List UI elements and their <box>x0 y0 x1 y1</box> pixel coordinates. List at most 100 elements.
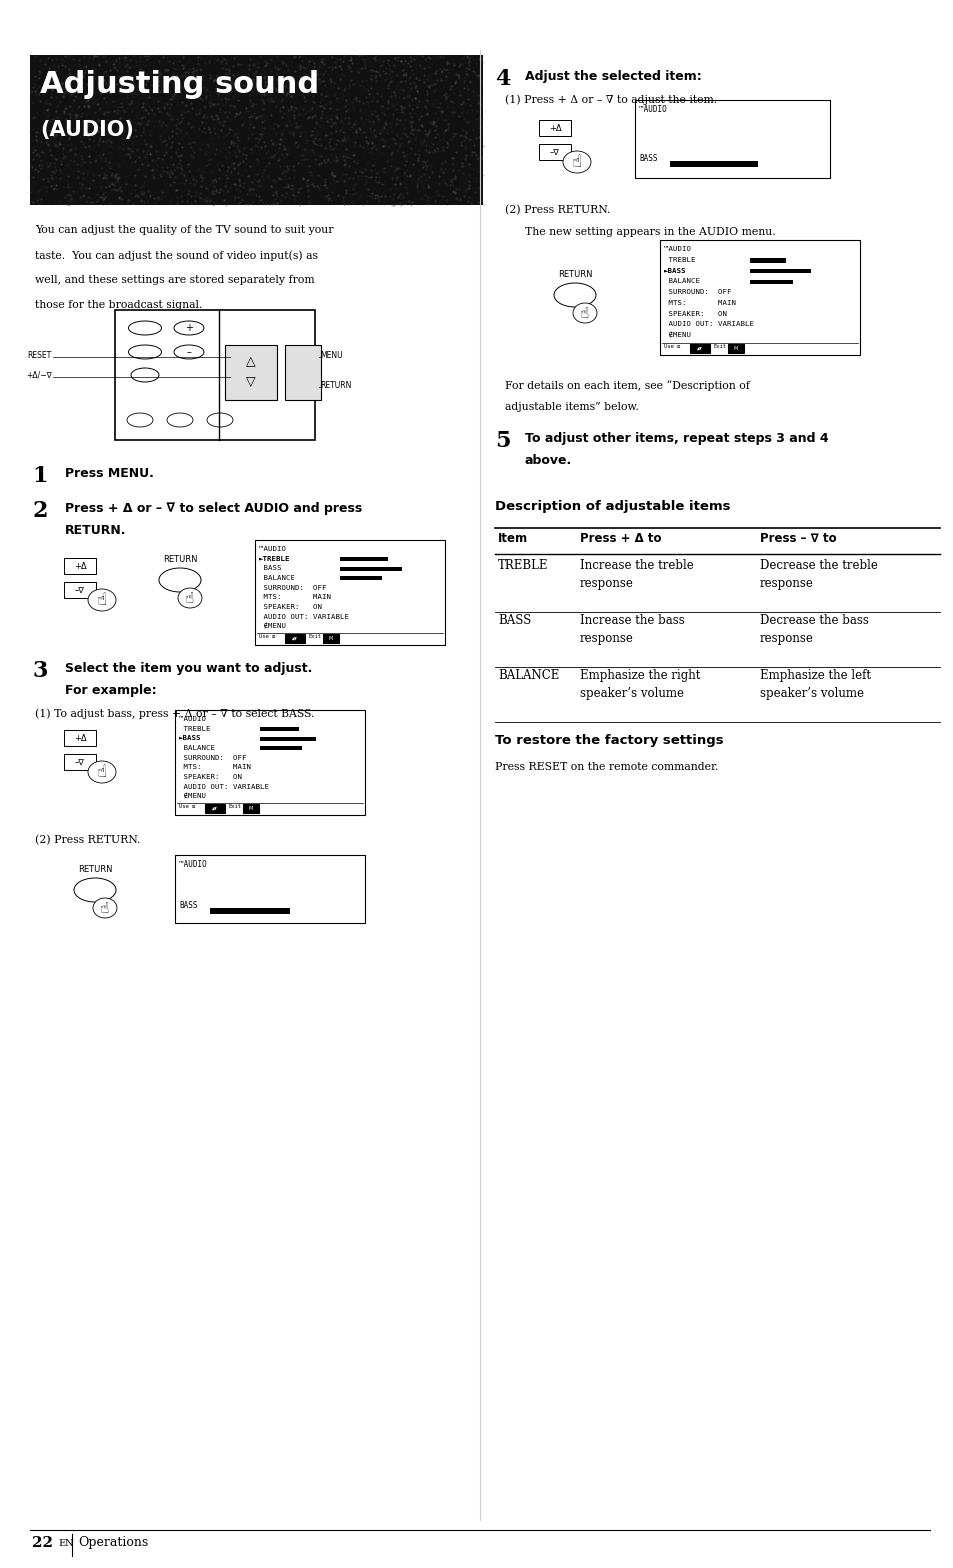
FancyBboxPatch shape <box>659 240 859 354</box>
Text: BASS: BASS <box>179 902 197 909</box>
Text: MTS:       MAIN: MTS: MAIN <box>258 594 331 601</box>
FancyBboxPatch shape <box>174 855 365 924</box>
Text: Decrease the bass: Decrease the bass <box>760 615 868 627</box>
Ellipse shape <box>131 368 159 383</box>
Text: TREBLE: TREBLE <box>179 726 211 732</box>
Text: –: – <box>187 347 192 358</box>
Text: Press RESET on the remote commander.: Press RESET on the remote commander. <box>495 762 718 771</box>
FancyBboxPatch shape <box>285 345 320 400</box>
Text: 5: 5 <box>495 430 510 452</box>
Text: BALANCE: BALANCE <box>179 745 214 751</box>
Ellipse shape <box>88 590 116 612</box>
Text: ►BASS: ►BASS <box>179 735 201 742</box>
Text: response: response <box>760 577 813 590</box>
Ellipse shape <box>562 151 590 172</box>
FancyBboxPatch shape <box>689 343 709 353</box>
Text: +Δ: +Δ <box>73 734 86 743</box>
Text: –∇: –∇ <box>75 585 85 594</box>
Text: Increase the bass: Increase the bass <box>579 615 684 627</box>
Text: Exit: Exit <box>713 343 726 350</box>
Text: +Δ/−∇: +Δ/−∇ <box>27 370 52 379</box>
Bar <box>669 162 758 168</box>
Text: Decrease the treble: Decrease the treble <box>760 560 877 572</box>
FancyBboxPatch shape <box>64 754 96 770</box>
Text: +Δ: +Δ <box>548 124 560 133</box>
Text: RETURN: RETURN <box>77 866 112 873</box>
Text: +Δ: +Δ <box>73 561 86 571</box>
Text: well, and these settings are stored separately from: well, and these settings are stored sepa… <box>35 274 314 285</box>
Ellipse shape <box>74 878 116 902</box>
Text: BALANCE: BALANCE <box>663 279 700 284</box>
FancyBboxPatch shape <box>225 345 276 400</box>
FancyBboxPatch shape <box>115 310 314 441</box>
Text: (2) Press RETURN.: (2) Press RETURN. <box>35 836 140 845</box>
Ellipse shape <box>92 898 117 917</box>
Text: ☝: ☝ <box>97 764 107 781</box>
Text: above.: above. <box>524 455 572 467</box>
Text: M: M <box>329 637 333 641</box>
FancyBboxPatch shape <box>538 144 571 160</box>
Text: response: response <box>579 577 633 590</box>
FancyBboxPatch shape <box>205 804 225 812</box>
Text: Increase the treble: Increase the treble <box>579 560 693 572</box>
Text: Adjusting sound: Adjusting sound <box>40 71 319 99</box>
FancyBboxPatch shape <box>64 582 96 597</box>
Text: response: response <box>760 632 813 644</box>
FancyBboxPatch shape <box>254 539 444 644</box>
Text: 3: 3 <box>32 660 48 682</box>
Text: Emphasize the right: Emphasize the right <box>579 670 700 682</box>
Bar <box>260 737 315 740</box>
Text: RETURN.: RETURN. <box>65 524 127 536</box>
Text: BALANCE: BALANCE <box>497 670 558 682</box>
Text: SPEAKER:   ON: SPEAKER: ON <box>663 310 726 317</box>
Bar <box>210 908 290 914</box>
Text: taste.  You can adjust the sound of video input(s) as: taste. You can adjust the sound of video… <box>35 249 317 260</box>
Text: ∉MENU: ∉MENU <box>258 624 286 630</box>
Text: –∇: –∇ <box>550 147 559 157</box>
Ellipse shape <box>573 303 597 323</box>
Text: ™AUDIO: ™AUDIO <box>179 859 207 869</box>
Ellipse shape <box>129 321 161 336</box>
Text: △: △ <box>246 354 255 368</box>
Text: You can adjust the quality of the TV sound to suit your: You can adjust the quality of the TV sou… <box>35 224 334 235</box>
Text: MTS:       MAIN: MTS: MAIN <box>179 764 251 770</box>
Text: RETURN: RETURN <box>558 270 592 279</box>
Ellipse shape <box>127 412 152 426</box>
Text: AUDIO OUT: VARIABLE: AUDIO OUT: VARIABLE <box>258 613 349 619</box>
Text: (AUDIO): (AUDIO) <box>40 121 133 140</box>
Text: ☝: ☝ <box>572 154 581 171</box>
Bar <box>749 259 785 263</box>
Ellipse shape <box>173 321 204 336</box>
Ellipse shape <box>207 412 233 426</box>
Text: SPEAKER:   ON: SPEAKER: ON <box>179 775 242 779</box>
Text: +: + <box>185 323 193 332</box>
Text: BALANCE: BALANCE <box>258 575 294 582</box>
Text: ☝: ☝ <box>97 591 107 608</box>
Text: ☝: ☝ <box>579 306 589 320</box>
Text: (1) To adjust bass, press + Δ or – ∇ to select BASS.: (1) To adjust bass, press + Δ or – ∇ to … <box>35 709 314 718</box>
Ellipse shape <box>129 345 161 359</box>
Text: MENU: MENU <box>319 351 342 359</box>
Bar <box>749 270 810 273</box>
Text: Description of adjustable items: Description of adjustable items <box>495 500 730 513</box>
Bar <box>260 746 301 751</box>
FancyBboxPatch shape <box>30 55 482 205</box>
FancyBboxPatch shape <box>243 804 258 812</box>
Text: BASS: BASS <box>639 154 657 163</box>
Text: RETURN: RETURN <box>163 555 197 564</box>
Text: Press + Δ to: Press + Δ to <box>579 532 660 546</box>
Text: ™AUDIO: ™AUDIO <box>179 717 206 721</box>
Text: EN: EN <box>58 1540 73 1548</box>
Text: ►TREBLE: ►TREBLE <box>258 555 291 561</box>
Text: ☝: ☝ <box>185 591 194 605</box>
Text: M: M <box>733 347 738 351</box>
Text: ∉MENU: ∉MENU <box>663 332 690 339</box>
Text: (2) Press RETURN.: (2) Press RETURN. <box>504 205 610 215</box>
Text: RETURN: RETURN <box>319 381 351 389</box>
Text: For example:: For example: <box>65 684 156 698</box>
Ellipse shape <box>88 760 116 782</box>
Bar <box>260 728 298 731</box>
Text: To adjust other items, repeat steps 3 and 4: To adjust other items, repeat steps 3 an… <box>524 433 828 445</box>
Text: RESET: RESET <box>28 351 52 359</box>
Text: adjustable items” below.: adjustable items” below. <box>504 401 639 412</box>
